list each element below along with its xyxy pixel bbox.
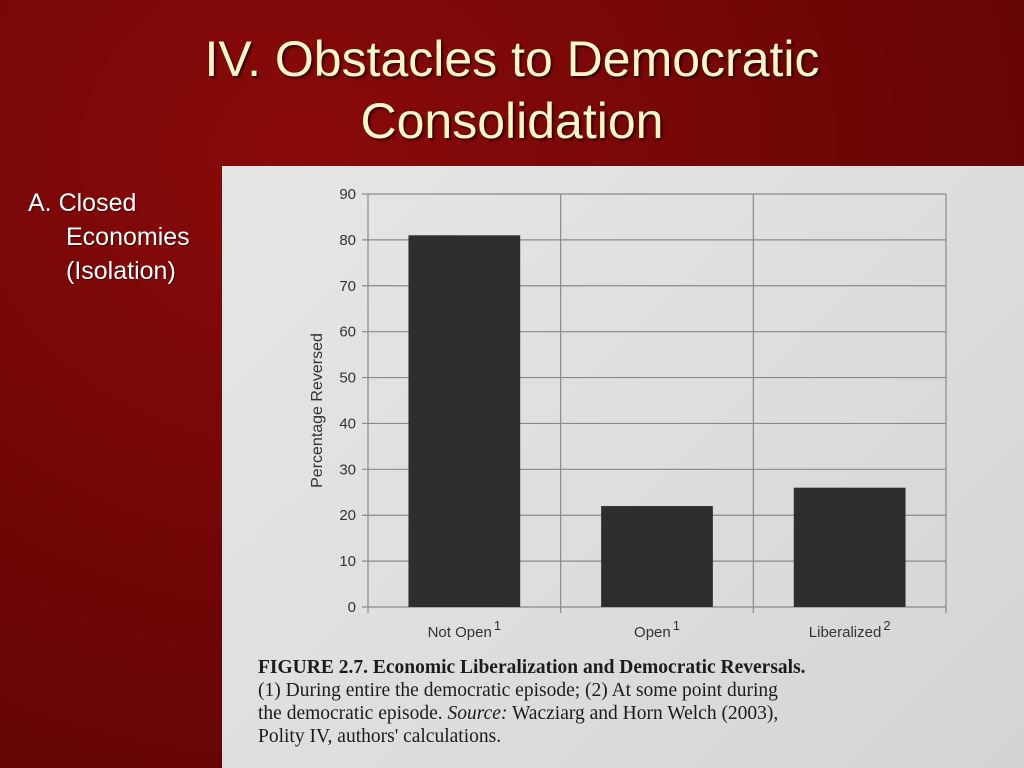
y-tick-label-30: 30 <box>339 461 356 478</box>
y-tick-label-70: 70 <box>339 278 356 295</box>
slide-title-line-1: IV. Obstacles to Democratic <box>204 31 820 87</box>
x-tick-superscript-1: 1 <box>494 618 501 633</box>
figure-scan: 0 10 20 30 40 50 60 70 80 90 Not Open 1 Open 1 Liberal… <box>222 166 1024 768</box>
caption-line-3-a: the democratic episode. <box>258 703 443 724</box>
y-axis-label: Percentage Reversed <box>309 333 326 488</box>
bar-not-open <box>408 235 521 608</box>
bullet-line-1: A. Closed <box>28 189 137 217</box>
slide-title: IV. Obstacles to Democratic Consolidatio… <box>0 28 1024 152</box>
bar-open <box>601 506 713 607</box>
y-tick-label-90: 90 <box>339 186 356 203</box>
x-tick-label-liberalized: Liberalized 2 <box>809 618 891 641</box>
y-tick-label-60: 60 <box>339 324 356 341</box>
caption-line-1: FIGURE 2.7. Economic Liberalization and … <box>258 656 1006 679</box>
figure-caption: FIGURE 2.7. Economic Liberalization and … <box>258 656 1006 748</box>
caption-line-4: Polity IV, authors' calculations. <box>258 726 502 747</box>
y-tick-label-50: 50 <box>339 370 356 387</box>
bullet-closed-economies: A. Closed Economies (Isolation) <box>28 186 218 288</box>
y-tick-label-40: 40 <box>339 415 356 432</box>
y-tick-label-10: 10 <box>339 553 356 570</box>
y-tick-label-20: 20 <box>339 507 356 524</box>
caption-line-3-b: Wacziarg and Horn Welch (2003), <box>511 703 779 724</box>
bar-liberalized <box>793 487 906 607</box>
slide-title-line-2: Consolidation <box>360 93 664 149</box>
x-tick-label-open: Open 1 <box>634 618 680 641</box>
bar-chart: 0 10 20 30 40 50 60 70 80 90 Not Open 1 Open 1 Liberal… <box>309 186 947 641</box>
caption-heading: Economic Liberalization and Democratic R… <box>372 657 806 678</box>
y-tick-label-80: 80 <box>339 232 356 249</box>
y-tick-label-0: 0 <box>348 599 356 616</box>
caption-label: FIGURE 2.7. <box>258 657 368 678</box>
x-tick-superscript-3: 2 <box>883 618 890 633</box>
bullet-line-3: (Isolation) <box>66 257 176 285</box>
bullet-line-2: Economies <box>66 223 190 251</box>
caption-line-3: the democratic episode. Source: Wacziarg… <box>258 702 1006 725</box>
caption-line-2: (1) During entire the democratic episode… <box>258 680 778 701</box>
x-tick-superscript-2: 1 <box>673 618 680 633</box>
caption-source-label: Source: <box>447 703 508 724</box>
x-tick-label-not-open: Not Open 1 <box>428 618 501 641</box>
